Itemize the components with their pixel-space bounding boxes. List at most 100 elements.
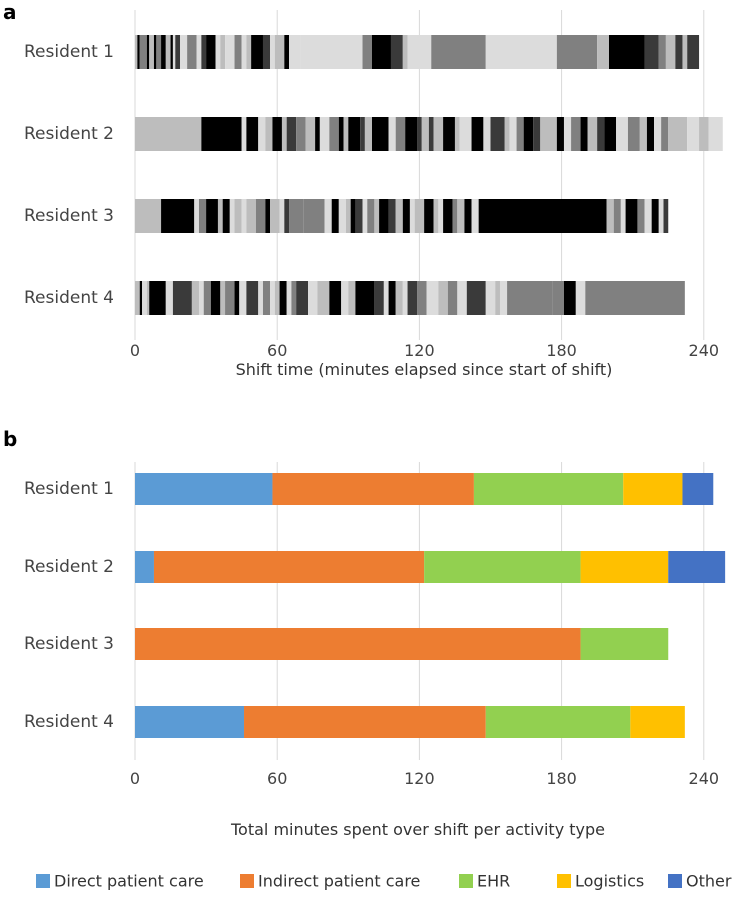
timeline-segment (196, 35, 202, 69)
bar-segment-ehr (473, 473, 624, 505)
timeline-segment (201, 35, 207, 69)
timeline-segment (433, 199, 439, 233)
panel-a-label: a (3, 0, 17, 24)
timeline-segment (284, 199, 290, 233)
timeline-segment (272, 117, 282, 151)
panel-a-resident-label: Resident 1 (24, 42, 114, 62)
panel-b-tick-label: 240 (689, 769, 720, 788)
timeline-segment (523, 117, 534, 151)
timeline-segment (329, 117, 339, 151)
timeline-segment (604, 117, 617, 151)
panel-b-resident-label: Resident 3 (24, 634, 114, 654)
timeline-segment (289, 35, 301, 69)
timeline-segment (360, 117, 365, 151)
timeline-segment (443, 117, 455, 151)
timeline-segment (395, 281, 403, 315)
timeline-segment (644, 35, 659, 69)
bar-segment-indirect-patient-care (244, 706, 486, 738)
timeline-segment (374, 199, 380, 233)
timeline-segment (609, 35, 645, 69)
timeline-segment (198, 199, 207, 233)
timeline-segment (587, 117, 598, 151)
timeline-segment (682, 35, 688, 69)
timeline-segment (471, 117, 484, 151)
timeline-segment (220, 35, 226, 69)
timeline-segment (580, 117, 588, 151)
timeline-segment (556, 35, 598, 69)
timeline-segment (274, 281, 280, 315)
timeline-segment (374, 281, 384, 315)
timeline-segment (658, 199, 664, 233)
timeline-segment (201, 117, 242, 151)
timeline-segment (329, 281, 342, 315)
timeline-segment (170, 35, 173, 69)
timeline-segment (516, 117, 524, 151)
timeline-segment (146, 35, 150, 69)
timeline-segment (362, 199, 368, 233)
panel-a-resident-label: Resident 4 (24, 288, 114, 308)
timeline-segment (234, 199, 242, 233)
bar-segment-logistics (623, 473, 683, 505)
timeline-segment (699, 117, 709, 151)
legend-label: EHR (477, 872, 510, 891)
timeline-segment (620, 199, 626, 233)
panel-a-resident-label: Resident 3 (24, 206, 114, 226)
timeline-segment (222, 199, 230, 233)
legend-label: Indirect patient care (258, 872, 420, 891)
timeline-segment (210, 281, 221, 315)
timeline-segment (279, 199, 285, 233)
timeline-segment (466, 281, 486, 315)
panel-a-tick-label: 120 (404, 341, 435, 360)
timeline-segment (300, 35, 363, 69)
timeline-segment (194, 199, 199, 233)
timeline-segment (234, 281, 240, 315)
timeline-segment (142, 281, 147, 315)
timeline-segment (172, 35, 176, 69)
timeline-segment (206, 199, 218, 233)
timeline-segment (571, 117, 581, 151)
timeline-segment (198, 281, 204, 315)
timeline-segment (220, 281, 226, 315)
timeline-segment (388, 117, 396, 151)
timeline-segment (424, 199, 434, 233)
timeline-segment (319, 117, 330, 151)
timeline-segment (708, 117, 723, 151)
timeline-segment (687, 35, 700, 69)
timeline-segment (317, 281, 330, 315)
timeline-segment (350, 199, 356, 233)
timeline-segment (139, 281, 143, 315)
timeline-segment (139, 35, 147, 69)
timeline-segment (438, 199, 444, 233)
timeline-segment (270, 199, 280, 233)
timeline-segment (395, 117, 406, 151)
timeline-segment (187, 35, 197, 69)
timeline-segment (255, 199, 266, 233)
timeline-segment (552, 281, 564, 315)
timeline-segment (426, 281, 439, 315)
timeline-segment (421, 117, 429, 151)
timeline-segment (265, 117, 273, 151)
panel-a-resident-label: Resident 2 (24, 124, 114, 144)
timeline-segment (499, 281, 508, 315)
timeline-segment (597, 117, 605, 151)
timeline-segment (687, 117, 700, 151)
timeline-segment (507, 281, 553, 315)
timeline-segment (251, 35, 263, 69)
timeline-segment (241, 199, 247, 233)
timeline-segment (665, 35, 676, 69)
timeline-segment (289, 199, 304, 233)
timeline-segment (258, 117, 266, 151)
panel-a-tick-label: 60 (267, 341, 287, 360)
timeline-segment (246, 199, 256, 233)
bar-segment-direct-patient-care (135, 551, 154, 583)
timeline-segment (291, 281, 297, 315)
timeline-segment (262, 281, 271, 315)
timeline-segment (457, 281, 467, 315)
panel-b-resident-label: Resident 4 (24, 712, 114, 732)
timeline-segment (383, 281, 389, 315)
panel-b-label: b (3, 427, 17, 451)
timeline-segment (417, 281, 427, 315)
timeline-segment (457, 199, 465, 233)
timeline-segment (286, 281, 292, 315)
timeline-segment (585, 281, 685, 315)
